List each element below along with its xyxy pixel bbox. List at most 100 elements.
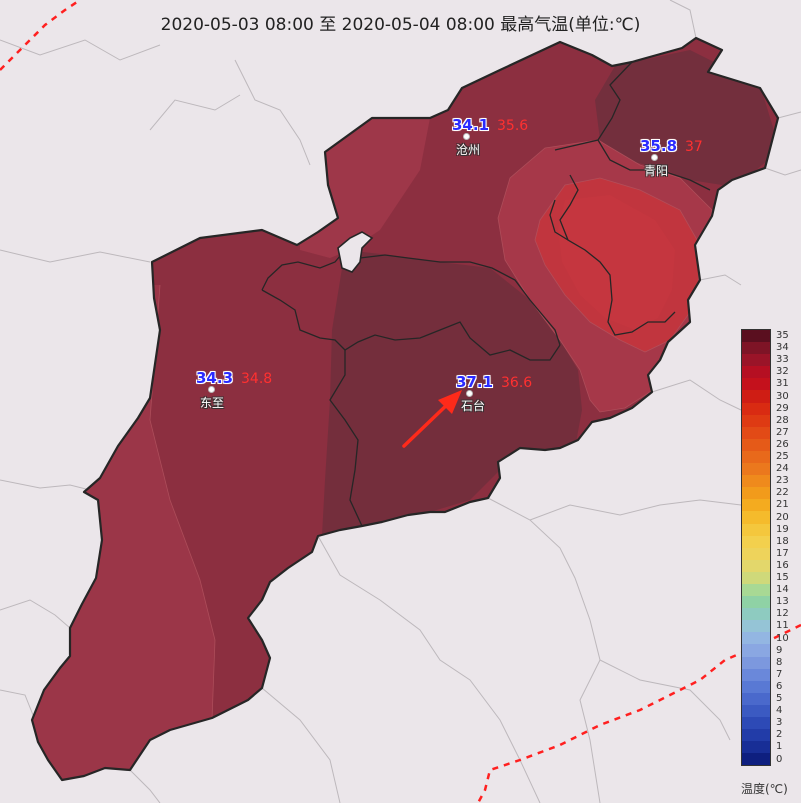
station-max-value: 35.6 <box>497 118 529 134</box>
legend-label-7: 7 <box>776 668 783 680</box>
legend-swatch-7 <box>742 668 770 681</box>
legend-swatch-23 <box>742 475 770 488</box>
station-observed-value: 37.1 <box>456 373 494 391</box>
legend-swatch-11 <box>742 620 770 633</box>
legend-label-27: 27 <box>776 426 789 438</box>
legend-swatch-14 <box>742 583 770 597</box>
legend-label-4: 4 <box>776 705 783 717</box>
legend-label-3: 3 <box>776 717 783 729</box>
legend-label-30: 30 <box>776 390 789 402</box>
legend-swatch-33 <box>742 354 770 367</box>
legend-label-35: 35 <box>776 330 789 341</box>
legend-swatch-3 <box>742 717 770 730</box>
legend-swatch-34 <box>742 342 770 355</box>
legend-label-11: 11 <box>776 620 789 632</box>
legend-label-25: 25 <box>776 451 789 462</box>
legend-swatch-0 <box>742 753 770 766</box>
legend-swatch-20 <box>742 511 770 524</box>
legend-swatch-1 <box>742 741 770 754</box>
legend-swatch-4 <box>742 704 770 717</box>
station-observed-value: 34.1 <box>452 116 490 134</box>
legend-label-1: 1 <box>776 741 783 753</box>
legend-swatch-10 <box>742 632 770 645</box>
legend-label-17: 17 <box>776 547 789 559</box>
legend-swatch-13 <box>742 596 770 609</box>
legend-swatch-21 <box>742 499 770 512</box>
station-name: 青阳 <box>644 164 669 178</box>
legend-label-9: 9 <box>776 644 783 656</box>
legend-label-15: 15 <box>776 572 789 583</box>
station-max-value: 37 <box>685 139 703 155</box>
station-max-value: 34.8 <box>241 371 273 387</box>
legend-swatch-24 <box>742 463 770 476</box>
legend-swatch-18 <box>742 535 770 548</box>
station-marker-icon <box>208 386 215 393</box>
legend-swatch-6 <box>742 680 770 693</box>
legend-swatch-25 <box>742 450 770 464</box>
legend-swatch-16 <box>742 559 770 572</box>
legend-swatch-5 <box>742 692 770 705</box>
legend-label-28: 28 <box>776 414 789 426</box>
legend-label-31: 31 <box>776 378 789 390</box>
legend-label-33: 33 <box>776 354 789 366</box>
legend-swatch-31 <box>742 378 770 391</box>
zone-36-northeast <box>595 50 778 185</box>
province-outline <box>30 36 780 782</box>
legend-label-21: 21 <box>776 499 789 511</box>
legend-swatch-26 <box>742 438 770 451</box>
legend-label-0: 0 <box>776 753 783 765</box>
legend-swatch-15 <box>742 571 770 584</box>
arrow-pointer <box>402 390 462 448</box>
station-marker-icon <box>463 133 470 140</box>
legend-swatch-17 <box>742 547 770 560</box>
county-boundaries <box>261 61 711 527</box>
station-name: 东至 <box>200 396 225 410</box>
legend-label-14: 14 <box>776 584 789 596</box>
station-max-value: 36.6 <box>501 375 533 391</box>
legend-label-6: 6 <box>776 680 783 692</box>
legend-label-26: 26 <box>776 438 789 450</box>
legend-label-8: 8 <box>776 656 783 668</box>
legend-swatch-8 <box>742 656 770 669</box>
legend-swatch-27 <box>742 426 770 439</box>
color-legend <box>741 329 771 767</box>
station-marker-icon <box>651 154 658 161</box>
legend-swatch-30 <box>742 390 770 403</box>
zone-hot-inner <box>558 195 675 330</box>
legend-label-13: 13 <box>776 596 789 608</box>
legend-swatch-2 <box>742 729 770 742</box>
legend-swatch-19 <box>742 523 770 536</box>
legend-label-20: 20 <box>776 511 789 523</box>
station-marker-icon <box>466 390 473 397</box>
legend-swatch-35 <box>742 330 770 343</box>
legend-label-24: 24 <box>776 463 789 475</box>
legend-label-18: 18 <box>776 535 789 547</box>
legend-label-19: 19 <box>776 523 789 535</box>
legend-label-10: 10 <box>776 632 789 644</box>
legend-label-12: 12 <box>776 608 789 620</box>
legend-label-2: 2 <box>776 729 783 741</box>
legend-label-32: 32 <box>776 366 789 378</box>
legend-swatch-12 <box>742 608 770 621</box>
station-observed-value: 34.3 <box>196 369 234 387</box>
legend-swatch-22 <box>742 487 770 500</box>
legend-title: 温度(℃) <box>741 782 788 796</box>
legend-label-34: 34 <box>776 342 789 354</box>
map-title: 2020-05-03 08:00 至 2020-05-04 08:00 最高气温… <box>160 15 641 35</box>
legend-swatch-9 <box>742 644 770 657</box>
station-name: 沧州 <box>456 143 481 157</box>
station-name: 石台 <box>461 399 486 413</box>
legend-label-23: 23 <box>776 475 789 487</box>
legend-label-22: 22 <box>776 487 789 499</box>
legend-swatch-32 <box>742 366 770 379</box>
legend-swatch-29 <box>742 402 770 415</box>
excluded-area <box>337 231 374 273</box>
legend-label-5: 5 <box>776 693 783 704</box>
legend-label-29: 29 <box>776 402 789 414</box>
legend-swatch-28 <box>742 414 770 427</box>
station-observed-value: 35.8 <box>640 137 678 155</box>
